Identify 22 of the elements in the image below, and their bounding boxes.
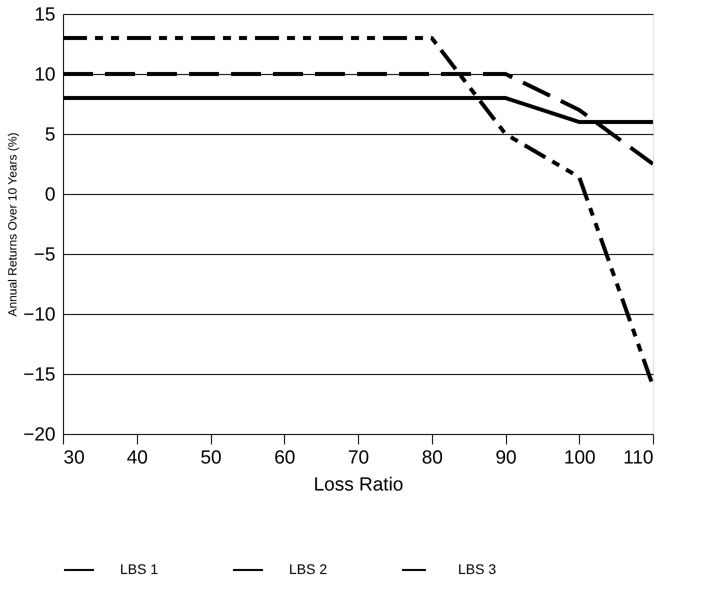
- x-tick-label: 60: [274, 448, 296, 468]
- y-tick-label: −5: [34, 244, 56, 266]
- y-tick-label: −20: [23, 424, 56, 446]
- legend-label: LBS 3: [458, 561, 496, 577]
- y-tick-label: 5: [44, 124, 56, 146]
- legend-label: LBS 2: [289, 561, 328, 577]
- x-tick-label: 100: [564, 448, 596, 468]
- x-axis-title: Loss Ratio: [314, 474, 404, 496]
- x-tick-label: 30: [64, 448, 85, 468]
- y-tick-label: −10: [23, 304, 56, 326]
- x-tick-label: 70: [348, 448, 370, 468]
- x-tick-label: 110: [623, 448, 654, 468]
- x-tick-label: 50: [200, 448, 222, 468]
- x-tick-label: 90: [495, 448, 517, 468]
- y-tick-label: 0: [44, 184, 56, 206]
- x-tick-label: 40: [126, 448, 148, 468]
- legend-label: LBS 1: [120, 561, 158, 577]
- y-tick-label: 15: [34, 4, 56, 26]
- y-axis-title: Annual Returns Over 10 Years (%): [5, 132, 20, 317]
- y-tick-label: −15: [23, 364, 56, 386]
- x-tick-label: 80: [422, 448, 443, 468]
- y-tick-label: 10: [34, 64, 56, 86]
